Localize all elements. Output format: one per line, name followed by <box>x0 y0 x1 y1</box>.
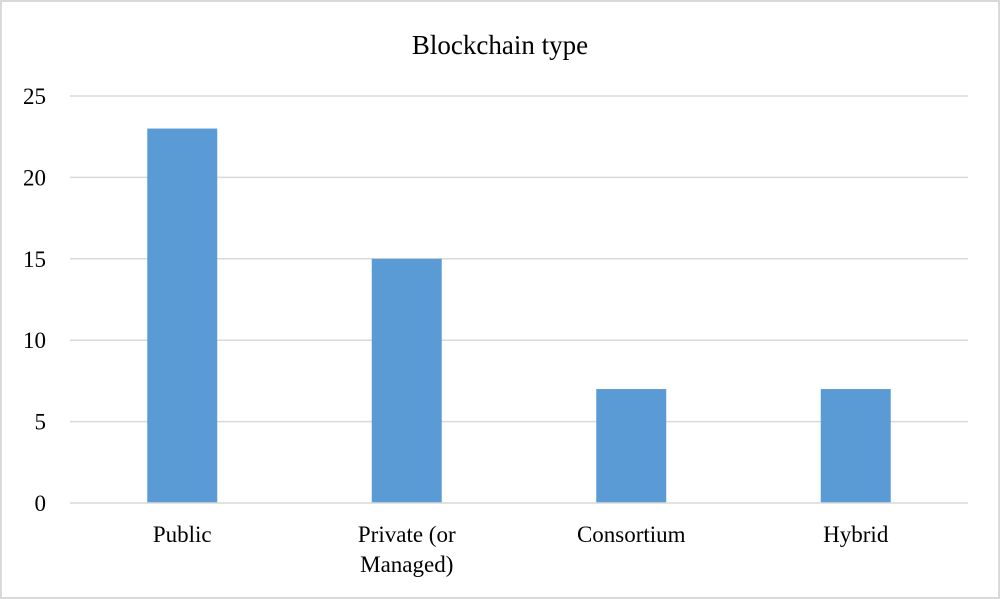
x-category-label: Public <box>153 522 212 547</box>
y-tick-label: 0 <box>35 491 47 516</box>
x-category-label-line: Public <box>153 522 212 547</box>
x-axis-labels: Public Private (or Managed) Consortium Hybri… <box>153 522 889 577</box>
x-category-label-line: Hybrid <box>823 522 889 547</box>
y-tick-label: 25 <box>23 84 46 109</box>
x-category-label: Consortium <box>577 522 686 547</box>
y-tick-label: 15 <box>23 247 46 272</box>
bar <box>820 389 891 503</box>
x-category-label: Hybrid <box>823 522 889 547</box>
bar <box>371 258 442 503</box>
x-category-label: Private (or Managed) <box>358 522 456 577</box>
x-category-label-line: Managed) <box>360 552 453 577</box>
y-tick-label: 10 <box>23 328 46 353</box>
bars <box>147 128 891 503</box>
y-tick-label: 5 <box>35 410 47 435</box>
gridlines <box>70 95 968 423</box>
y-axis-ticks: 0 5 10 15 20 25 <box>23 84 46 516</box>
chart-title: Blockchain type <box>412 30 588 60</box>
bar <box>596 389 667 503</box>
bar <box>147 128 218 503</box>
x-category-label-line: Private (or <box>358 522 456 547</box>
x-category-label-line: Consortium <box>577 522 686 547</box>
y-tick-label: 20 <box>23 165 46 190</box>
